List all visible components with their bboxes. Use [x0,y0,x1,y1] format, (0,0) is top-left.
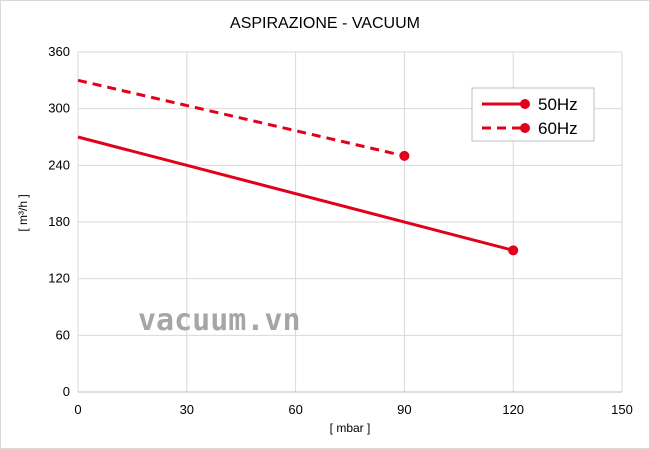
x-tick-label: 60 [288,402,302,417]
y-tick-label: 180 [48,214,70,229]
series-end-point [399,150,410,161]
y-tick-label: 0 [63,384,70,399]
series-60Hz [77,78,410,161]
x-tick-label: 0 [74,402,81,417]
legend-entry: 60Hz [482,119,578,138]
y-axis-label: [ m³/h ] [16,194,30,231]
series [77,78,519,256]
x-axis-label: [ mbar ] [330,421,371,435]
x-tick-label: 150 [611,402,633,417]
legend-marker [520,123,530,133]
legend-label: 60Hz [538,119,578,138]
tick-labels: 0 60 120 180 240 300 360 0 30 60 90 120 150 [48,44,633,417]
watermark: vacuum.vn [138,303,301,338]
legend-label: 50Hz [538,95,578,114]
series-50Hz [77,135,519,256]
chart-title: ASPIRAZIONE - VACUUM [230,15,420,32]
x-tick-label: 120 [502,402,524,417]
legend-entry: 50Hz [482,95,578,114]
y-tick-label: 360 [48,44,70,59]
x-tick-label: 30 [180,402,194,417]
legend-box [471,87,595,142]
x-tick-label: 90 [397,402,411,417]
y-tick-label: 240 [48,157,70,172]
y-tick-label: 300 [48,101,70,116]
series-end-point [508,245,519,256]
series-line [77,78,405,158]
legend-marker [520,99,530,109]
series-line [77,135,514,252]
y-tick-label: 120 [48,271,70,286]
legend: 50Hz 60Hz [471,87,595,142]
y-tick-label: 60 [56,327,70,342]
